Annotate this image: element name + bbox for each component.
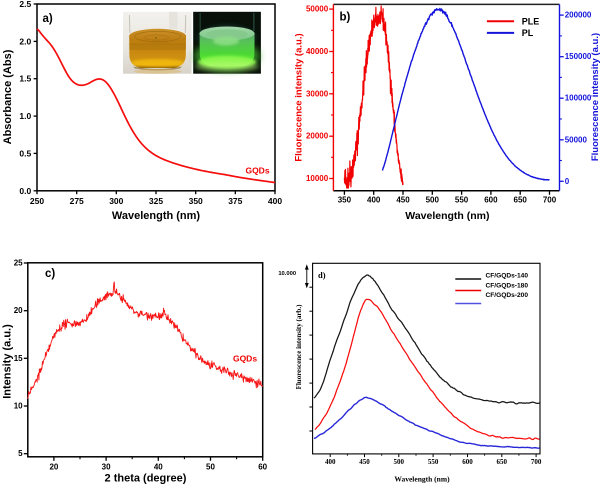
svg-text:Wavelength (nm): Wavelength (nm) bbox=[394, 475, 450, 484]
svg-text:60: 60 bbox=[258, 462, 267, 471]
svg-text:5: 5 bbox=[18, 449, 23, 458]
svg-text:500: 500 bbox=[394, 458, 405, 466]
svg-text:2 theta (degree): 2 theta (degree) bbox=[105, 473, 187, 485]
svg-text:50000: 50000 bbox=[565, 135, 588, 144]
svg-text:0: 0 bbox=[565, 177, 570, 186]
svg-text:25: 25 bbox=[14, 259, 23, 268]
svg-text:10000: 10000 bbox=[306, 174, 329, 183]
svg-text:Fluorescence intensity (a.u.): Fluorescence intensity (a.u.) bbox=[590, 33, 601, 161]
svg-text:500: 500 bbox=[426, 196, 440, 205]
svg-text:30: 30 bbox=[102, 462, 111, 471]
svg-text:550: 550 bbox=[428, 458, 439, 466]
svg-text:350: 350 bbox=[338, 196, 352, 205]
svg-text:600: 600 bbox=[484, 196, 498, 205]
svg-text:1.0: 1.0 bbox=[19, 111, 31, 121]
svg-text:350: 350 bbox=[189, 196, 203, 206]
svg-text:450: 450 bbox=[359, 458, 370, 466]
svg-text:10: 10 bbox=[14, 402, 23, 411]
svg-text:1.5: 1.5 bbox=[19, 74, 31, 84]
svg-text:400: 400 bbox=[367, 196, 381, 205]
svg-text:200000: 200000 bbox=[565, 11, 592, 20]
svg-text:40: 40 bbox=[154, 462, 163, 471]
svg-text:GQDs: GQDs bbox=[233, 354, 257, 364]
svg-text:c): c) bbox=[45, 268, 55, 280]
svg-text:275: 275 bbox=[70, 196, 84, 206]
svg-text:300: 300 bbox=[109, 196, 123, 206]
svg-text:15: 15 bbox=[14, 354, 23, 363]
svg-text:GQDs: GQDs bbox=[245, 166, 269, 176]
svg-text:20: 20 bbox=[49, 462, 58, 471]
svg-text:250: 250 bbox=[30, 196, 44, 206]
svg-text:600: 600 bbox=[462, 458, 473, 466]
svg-text:650: 650 bbox=[497, 458, 508, 466]
svg-text:325: 325 bbox=[149, 196, 163, 206]
svg-text:650: 650 bbox=[514, 196, 528, 205]
svg-text:CF/GQDs-180: CF/GQDs-180 bbox=[486, 283, 529, 290]
svg-text:a): a) bbox=[43, 13, 53, 25]
svg-text:0.5: 0.5 bbox=[19, 148, 31, 158]
svg-text:CF/GQDs-140: CF/GQDs-140 bbox=[486, 273, 529, 280]
svg-text:2.0: 2.0 bbox=[19, 36, 31, 46]
svg-text:Wavelength (nm): Wavelength (nm) bbox=[405, 210, 489, 222]
svg-text:d): d) bbox=[318, 270, 326, 280]
svg-text:550: 550 bbox=[455, 196, 469, 205]
svg-text:Wavelength (nm): Wavelength (nm) bbox=[112, 210, 201, 222]
svg-text:Absorbance (Abs): Absorbance (Abs) bbox=[2, 49, 14, 144]
svg-text:40000: 40000 bbox=[306, 47, 329, 56]
svg-text:PLE: PLE bbox=[522, 16, 540, 26]
svg-text:100000: 100000 bbox=[565, 94, 592, 103]
svg-text:700: 700 bbox=[543, 196, 557, 205]
svg-text:400: 400 bbox=[325, 458, 336, 466]
svg-text:375: 375 bbox=[228, 196, 242, 206]
svg-text:Intensity (a.u.): Intensity (a.u.) bbox=[2, 324, 14, 399]
svg-text:2.5: 2.5 bbox=[19, 0, 31, 9]
svg-text:b): b) bbox=[340, 12, 351, 24]
svg-text:50: 50 bbox=[206, 462, 215, 471]
svg-text:CF/GQDs-200: CF/GQDs-200 bbox=[486, 292, 529, 299]
svg-text:20: 20 bbox=[14, 306, 23, 315]
svg-text:PL: PL bbox=[522, 28, 534, 38]
svg-text:700: 700 bbox=[531, 458, 542, 466]
svg-text:50000: 50000 bbox=[306, 5, 329, 14]
svg-text:400: 400 bbox=[268, 196, 282, 206]
svg-text:20000: 20000 bbox=[306, 132, 329, 141]
svg-text:Fluorescence intensity (arb.): Fluorescence intensity (arb.) bbox=[295, 304, 303, 389]
svg-text:Fluorescence intensity (a.u.): Fluorescence intensity (a.u.) bbox=[294, 33, 305, 161]
svg-text:150000: 150000 bbox=[565, 52, 592, 61]
svg-text:10.000: 10.000 bbox=[278, 271, 296, 277]
svg-text:30000: 30000 bbox=[306, 89, 329, 98]
svg-text:0.0: 0.0 bbox=[19, 186, 31, 196]
svg-text:450: 450 bbox=[396, 196, 410, 205]
